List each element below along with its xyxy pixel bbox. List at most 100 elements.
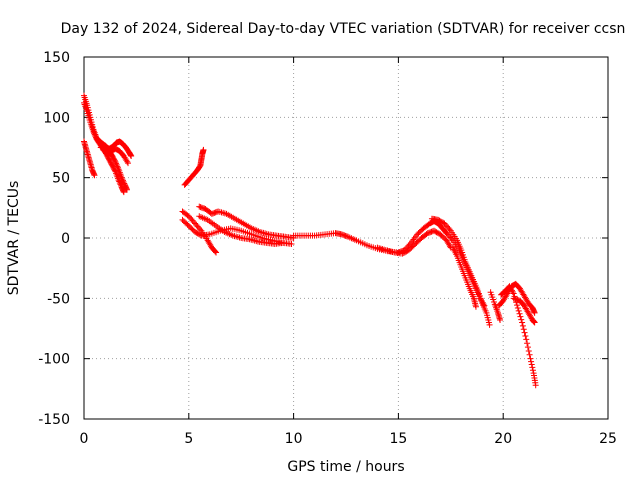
data-point [91,130,98,137]
x-tick-label: 0 [80,431,89,447]
y-tick-label: -150 [38,412,70,428]
data-point [442,221,449,228]
data-point [514,304,521,311]
data-point [195,224,202,231]
data-point [115,177,122,184]
data-point [524,344,531,351]
data-point [529,364,536,371]
data-point [480,301,487,308]
data-point [400,249,407,256]
data-point [509,289,516,296]
data-point [194,230,201,237]
data-point [446,233,453,240]
chart-title: Day 132 of 2024, Sidereal Day-to-day VTE… [61,21,626,37]
data-point [441,220,448,227]
series-trace-c [81,138,98,179]
y-tick-label: -50 [47,291,70,307]
data-point [516,310,523,317]
data-point [514,302,521,309]
data-point [531,309,538,316]
data-point [91,172,98,179]
x-tick-label: 20 [494,431,512,447]
data-point [213,249,220,256]
data-point [486,321,493,328]
series-trace-k [290,218,450,256]
x-tick-label: 25 [599,431,617,447]
data-point [288,241,295,248]
series-trace-o [449,244,479,310]
y-tick-label: 150 [43,50,70,66]
data-point [446,226,453,233]
data-point [92,133,99,140]
data-point [434,229,441,236]
data-point [444,231,451,238]
data-point [531,319,538,326]
y-tick-label: 50 [52,171,70,187]
data-point [112,158,119,165]
x-axis-label: GPS time / hours [287,459,404,475]
data-point [438,219,445,226]
data-point [90,128,97,135]
data-point [445,224,452,231]
data-point [528,361,535,368]
series-trace-n [443,230,488,309]
series-trace-q [498,283,539,389]
data-point [189,217,196,224]
x-tick-label: 15 [389,431,407,447]
data-point [399,250,406,257]
data-point [113,160,120,167]
data-point [444,223,451,230]
data-point [437,218,444,225]
data-point [280,239,287,246]
y-axis-label: SDTVAR / TECUs [6,181,22,296]
data-point [431,227,438,234]
data-point [497,317,504,324]
x-tick-label: 10 [285,431,303,447]
x-axis: 0 5 10 15 20 25 [80,57,617,447]
data-point [528,358,535,365]
series-trace-l [374,227,454,257]
series-trace-f [181,146,207,188]
series-trace-p [496,280,538,316]
data-point [188,216,195,223]
data-point [517,313,524,320]
data-point [194,223,201,230]
data-point [116,178,123,185]
data-point [192,228,199,235]
data-point [403,248,410,255]
data-point [119,176,126,183]
x-tick-label: 5 [184,431,193,447]
data-point [532,382,539,389]
series-trace-d [97,138,135,159]
series-trace-e [104,145,132,167]
data-point [195,231,202,238]
data-point [125,160,132,167]
data-point [446,243,453,250]
data-point [118,174,125,181]
data-point [193,221,200,228]
data-point [433,229,440,236]
data-point [521,329,528,336]
data-point [187,214,194,221]
data-point [402,249,409,256]
data-point [526,351,533,358]
data-point [190,219,197,226]
data-point [481,302,488,309]
data-point [212,248,219,255]
data-point [128,152,135,159]
data-point [423,231,430,238]
y-axis: -150 -100 -50 0 50 100 150 [38,50,608,428]
data-point [124,158,131,165]
series-trace-j [196,213,287,248]
data-point [193,229,200,236]
data-point [515,307,522,314]
y-tick-label: -100 [38,352,70,368]
data-point [432,228,439,235]
data-point [522,332,529,339]
data-point [525,347,532,354]
data-point [523,336,530,343]
y-tick-label: 100 [43,110,70,126]
data-points [81,92,539,389]
data-point [435,216,442,223]
